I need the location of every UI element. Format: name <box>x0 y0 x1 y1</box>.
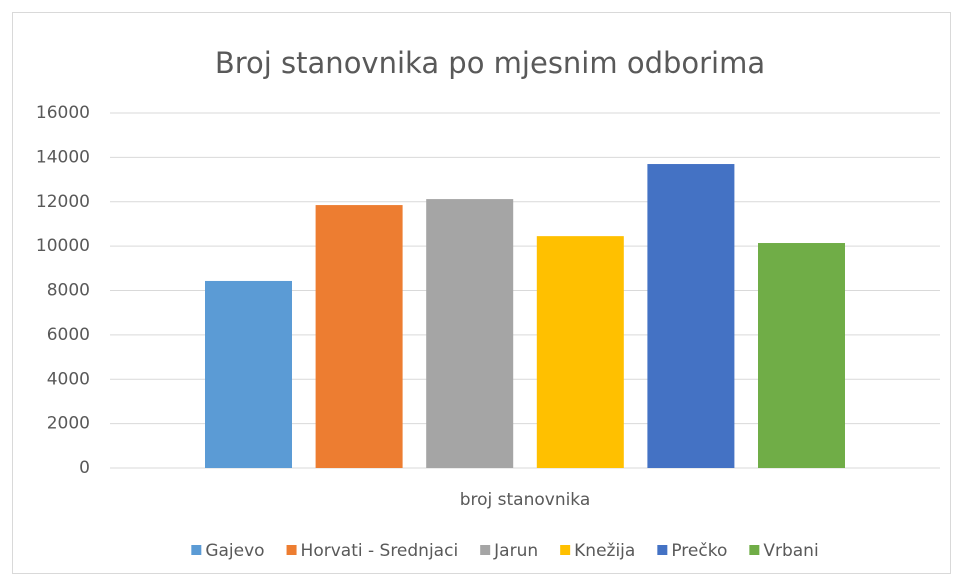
y-tick-label: 10000 <box>36 236 90 256</box>
legend-label: Horvati - Srednjaci <box>301 541 459 561</box>
legend-swatch <box>560 545 571 555</box>
bar <box>426 199 514 468</box>
legend-swatch <box>749 545 760 555</box>
legend-label: Vrbani <box>763 541 818 561</box>
y-tick-label: 4000 <box>47 369 90 389</box>
legend-swatch <box>657 545 668 555</box>
chart-title: Broj stanovnika po mjesnim odborima <box>215 46 765 80</box>
bar <box>315 205 403 468</box>
y-tick-label: 0 <box>79 458 90 478</box>
legend-label: Jarun <box>493 541 538 561</box>
legend-swatch <box>286 545 297 555</box>
legend-label: Prečko <box>671 541 727 561</box>
legend-swatch <box>191 545 202 555</box>
bar <box>647 164 735 468</box>
y-tick-label: 6000 <box>47 325 90 345</box>
bar <box>536 236 624 468</box>
y-tick-label: 2000 <box>47 414 90 434</box>
legend-label: Knežija <box>574 541 635 561</box>
y-tick-label: 12000 <box>36 192 90 212</box>
bar <box>205 280 292 468</box>
bar <box>758 243 845 468</box>
y-tick-label: 8000 <box>47 281 90 301</box>
legend-swatch <box>480 545 491 555</box>
y-tick-label: 14000 <box>36 147 90 167</box>
legend-label: Gajevo <box>205 541 264 561</box>
x-tick-label: broj stanovnika <box>460 490 591 510</box>
y-tick-label: 16000 <box>36 103 90 123</box>
